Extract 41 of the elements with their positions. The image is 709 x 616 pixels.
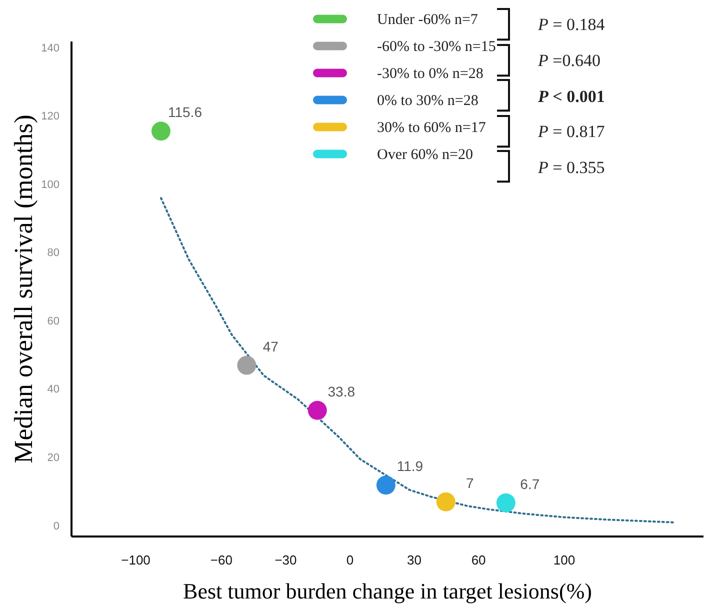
y-tick-label: 40 [47,384,60,396]
y-tick-label: 100 [41,178,60,191]
x-tick-label: −100 [121,552,150,568]
data-label: 115.6 [168,104,202,120]
x-tick-label: 30 [407,552,422,568]
x-tick-label: 60 [471,552,486,568]
point [237,356,256,375]
annotation: P < 0.001 [538,86,605,106]
legend-label: 30% to 60% n=17 [377,120,486,136]
point [436,492,456,512]
legend-label: -60% to -30% n=15 [377,39,496,55]
y-tick-label: 20 [47,452,60,464]
y-tick-label: 140 [41,42,60,54]
annotation: P = 0.355 [538,158,605,178]
x-tick-label: 0 [346,552,354,568]
data-label: 7 [466,474,474,491]
x-tick-label: −30 [274,552,297,568]
data-label: 47 [262,338,279,354]
y-tick-label: 60 [47,315,60,328]
x-axis-title: Best tumor burden change in target lesions(%) [183,578,592,604]
y-tick-label: 80 [47,247,60,260]
point [151,122,170,141]
annotation: P =0.640 [538,50,600,71]
y-axis-title: Median overall survival (months) [9,114,38,464]
annotation: P = 0.817 [538,122,605,142]
legend-label: Over 60% n=20 [377,147,473,163]
line-series [160,197,674,524]
x-tick-label: 100 [553,552,576,568]
point [308,400,327,420]
legend-label: Under -60% n=7 [377,12,478,28]
text: P = 0.184 [538,15,605,36]
y-tick-label: 0 [53,520,60,532]
x-tick-label: −60 [210,552,232,568]
legend-label: -30% to 0% n=28 [377,66,484,82]
data-label: 6.7 [520,476,540,492]
data-label: 33.8 [328,383,356,400]
legend-label: 0% to 30% n=28 [377,93,478,109]
data-label: 11.9 [396,458,424,474]
y-tick-label: 120 [41,110,60,123]
point [376,476,396,495]
point [496,493,516,512]
